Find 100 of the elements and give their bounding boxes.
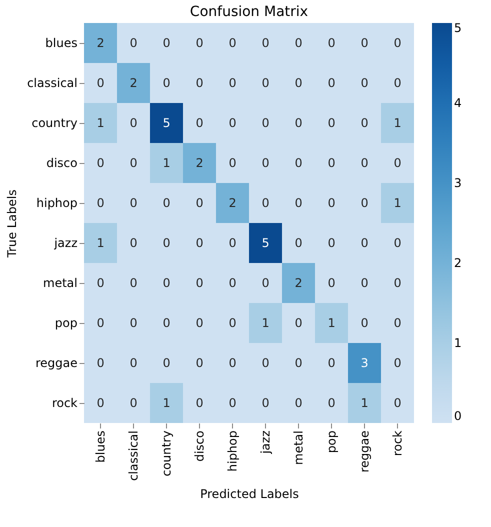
data-label: 0: [360, 196, 368, 210]
data-label: 1: [162, 156, 170, 170]
data-label: 0: [130, 156, 138, 170]
data-label: 0: [360, 156, 368, 170]
data-label: 0: [328, 396, 336, 410]
data-label: 0: [196, 36, 204, 50]
data-label: 0: [394, 76, 402, 90]
data-label: 5: [262, 236, 270, 250]
data-label: 0: [328, 76, 336, 90]
data-label: 0: [196, 236, 204, 250]
y-tick-label: reggae: [35, 356, 78, 370]
data-label: 0: [360, 36, 368, 50]
data-label: 0: [360, 316, 368, 330]
data-label: 0: [262, 396, 270, 410]
data-label: 0: [130, 36, 138, 50]
data-label: 0: [162, 76, 170, 90]
data-label: 0: [196, 276, 204, 290]
data-label: 0: [96, 156, 104, 170]
data-label: 0: [162, 236, 170, 250]
data-label: 3: [360, 356, 368, 370]
data-label: 0: [228, 76, 236, 90]
y-tick-label: classical: [27, 76, 78, 90]
data-label: 0: [394, 356, 402, 370]
data-label: 0: [196, 396, 204, 410]
chart-title: Confusion Matrix: [190, 4, 308, 20]
color-bar-label: 2: [454, 256, 462, 270]
data-label: 0: [394, 276, 402, 290]
data-label: 5: [162, 116, 170, 130]
data-label: 0: [360, 116, 368, 130]
data-label: 0: [328, 276, 336, 290]
data-label: 0: [130, 116, 138, 130]
data-label: 0: [262, 276, 270, 290]
data-label: 2: [130, 76, 138, 90]
data-label: 0: [196, 356, 204, 370]
y-tick-label: country: [32, 116, 78, 130]
color-bar-label: 0: [454, 409, 462, 423]
data-label: 1: [262, 316, 270, 330]
data-label: 0: [162, 356, 170, 370]
color-bar-label: 1: [454, 336, 462, 350]
data-label: 0: [130, 236, 138, 250]
data-label: 0: [96, 356, 104, 370]
data-label: 0: [130, 276, 138, 290]
color-bar-label: 4: [454, 96, 462, 110]
data-label: 0: [294, 316, 302, 330]
data-label: 0: [130, 356, 138, 370]
data-label: 0: [294, 76, 302, 90]
data-label: 0: [162, 316, 170, 330]
data-label: 0: [294, 156, 302, 170]
x-tick-label: country: [160, 430, 174, 476]
data-label: 1: [162, 396, 170, 410]
y-tick-label: disco: [46, 156, 78, 170]
x-tick-label: classical: [126, 430, 140, 481]
data-label: 0: [262, 116, 270, 130]
y-tick-label: metal: [43, 276, 78, 290]
data-label: 0: [294, 396, 302, 410]
data-label: 0: [228, 316, 236, 330]
data-label: 0: [96, 76, 104, 90]
data-label: 0: [294, 356, 302, 370]
data-label: 0: [328, 36, 336, 50]
data-label: 1: [394, 116, 402, 130]
data-label: 0: [394, 236, 402, 250]
data-label: 0: [228, 236, 236, 250]
data-label: 0: [130, 396, 138, 410]
data-label: 0: [394, 316, 402, 330]
data-label: 0: [228, 36, 236, 50]
data-label: 0: [96, 396, 104, 410]
data-label: 0: [228, 116, 236, 130]
x-tick-label: rock: [390, 430, 404, 456]
data-label: 0: [360, 276, 368, 290]
data-label: 0: [262, 156, 270, 170]
data-label: 1: [394, 196, 402, 210]
data-label: 0: [228, 356, 236, 370]
data-label: 0: [196, 116, 204, 130]
x-tick-label: reggae: [358, 430, 372, 473]
data-label: 0: [228, 396, 236, 410]
x-tick-label: disco: [192, 430, 206, 462]
data-label: 0: [360, 76, 368, 90]
data-label: 0: [262, 76, 270, 90]
data-label: 0: [394, 156, 402, 170]
data-label: 0: [228, 276, 236, 290]
data-label: 0: [262, 356, 270, 370]
data-label: 1: [96, 116, 104, 130]
x-tick-label: metal: [292, 430, 306, 465]
data-label: 0: [228, 156, 236, 170]
x-tick-label: blues: [94, 430, 108, 463]
data-label: 0: [162, 36, 170, 50]
data-label: 0: [294, 36, 302, 50]
x-tick-label: pop: [324, 430, 338, 454]
data-label: 0: [328, 116, 336, 130]
data-label: 2: [196, 156, 204, 170]
data-label: 0: [262, 36, 270, 50]
data-label: 0: [96, 316, 104, 330]
data-label: 0: [328, 156, 336, 170]
data-label: 0: [96, 276, 104, 290]
data-label: 0: [196, 76, 204, 90]
x-tick-label: hiphop: [226, 430, 240, 472]
data-label: 0: [262, 196, 270, 210]
data-label: 0: [360, 236, 368, 250]
data-label: 0: [294, 116, 302, 130]
data-label: 0: [328, 236, 336, 250]
